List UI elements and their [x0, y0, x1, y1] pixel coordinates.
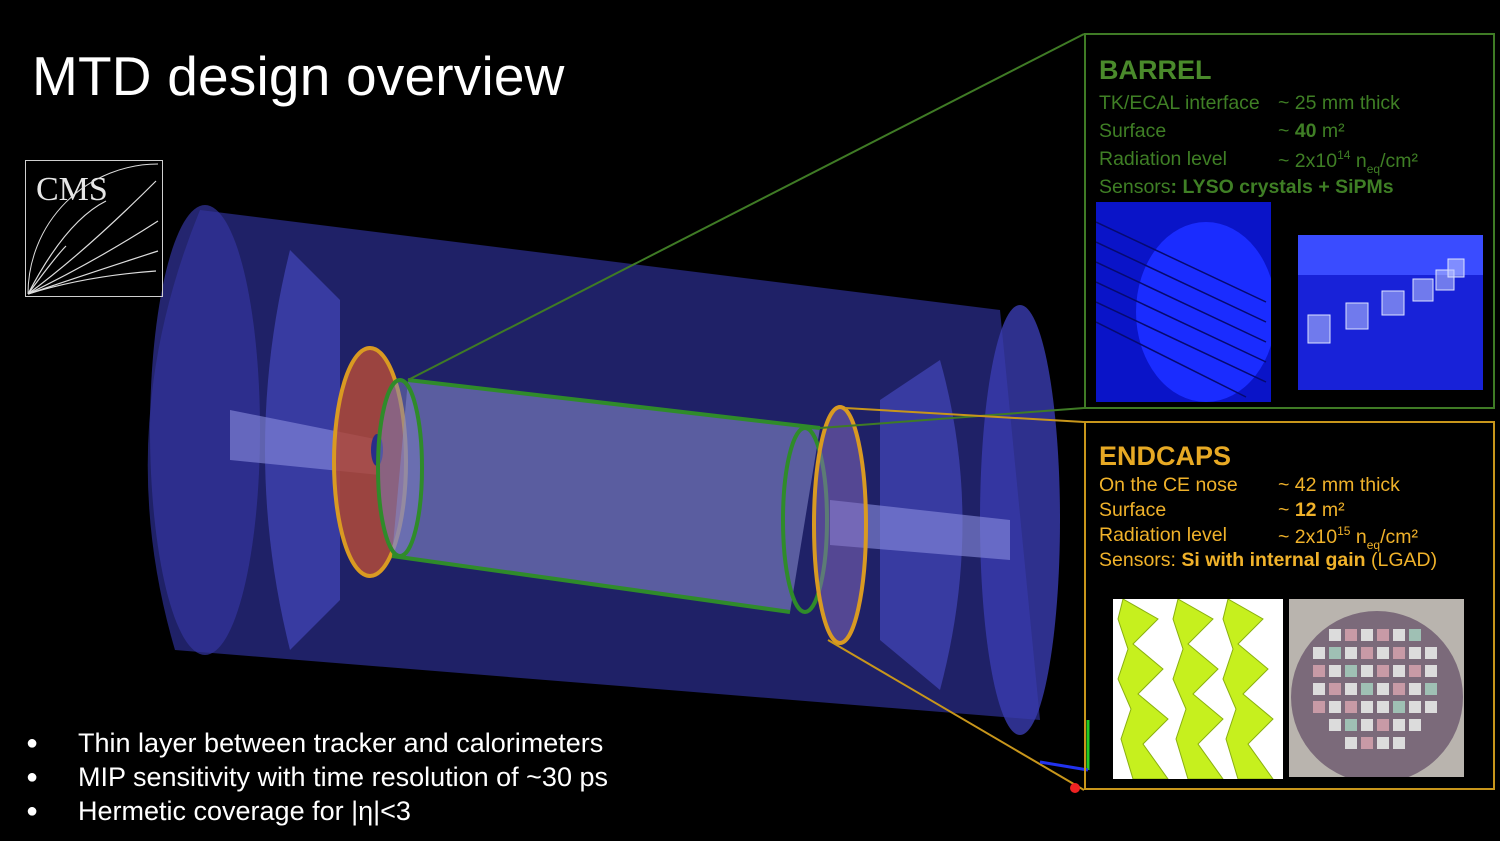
lgad-wafer-image	[1289, 599, 1464, 777]
barrel-title: BARREL	[1099, 55, 1212, 85]
barrel-row-sensors: Sensors: LYSO crystals + SiPMs	[1099, 176, 1394, 198]
barrel-row-radiation: Radiation level ~ 2x1014 neq/cm²	[1099, 148, 1418, 176]
bullet-dot-icon: ●	[26, 732, 39, 754]
endcaps-title: ENDCAPS	[1099, 441, 1232, 471]
slide-title: MTD design overview	[32, 45, 565, 107]
endcaps-row-nose: On the CE nose ~ 42 mm thick	[1099, 474, 1400, 496]
barrel-cylinder	[392, 380, 820, 612]
bullet-item: ● Thin layer between tracker and calorim…	[26, 728, 604, 758]
bullet-item: ● MIP sensitivity with time resolution o…	[26, 762, 608, 792]
cms-logo: CMS	[25, 160, 163, 297]
bullet-list: ● Thin layer between tracker and calorim…	[26, 726, 608, 828]
endcaps-row-radiation: Radiation level ~ 2x1015 neq/cm²	[1099, 524, 1418, 552]
endcaps-row-surface: Surface ~ 12 m²	[1099, 499, 1345, 521]
bullet-dot-icon: ●	[26, 766, 39, 788]
endcaps-row-sensors: Sensors: Si with internal gain (LGAD)	[1099, 549, 1438, 571]
barrel-row-surface: Surface ~ 40 m²	[1099, 120, 1345, 142]
barrel-panel: BARREL TK/ECAL interface ~ 25 mm thick Su…	[1084, 33, 1495, 409]
bullet-dot-icon: ●	[26, 800, 39, 822]
lgad-modules-image	[1113, 599, 1283, 779]
barrel-row-interface: TK/ECAL interface ~ 25 mm thick	[1099, 92, 1400, 114]
endcaps-panel: ENDCAPS On the CE nose ~ 42 mm thick Surf…	[1084, 421, 1495, 790]
lyso-crystal-bar-image	[1096, 202, 1271, 402]
cms-logo-tracks-icon	[27, 163, 159, 295]
right-endcap-disk	[812, 405, 868, 645]
cms-logo-text: CMS	[36, 171, 108, 208]
lyso-tiles-image	[1298, 235, 1483, 390]
bullet-item: ● Hermetic coverage for |η|<3	[26, 796, 411, 826]
